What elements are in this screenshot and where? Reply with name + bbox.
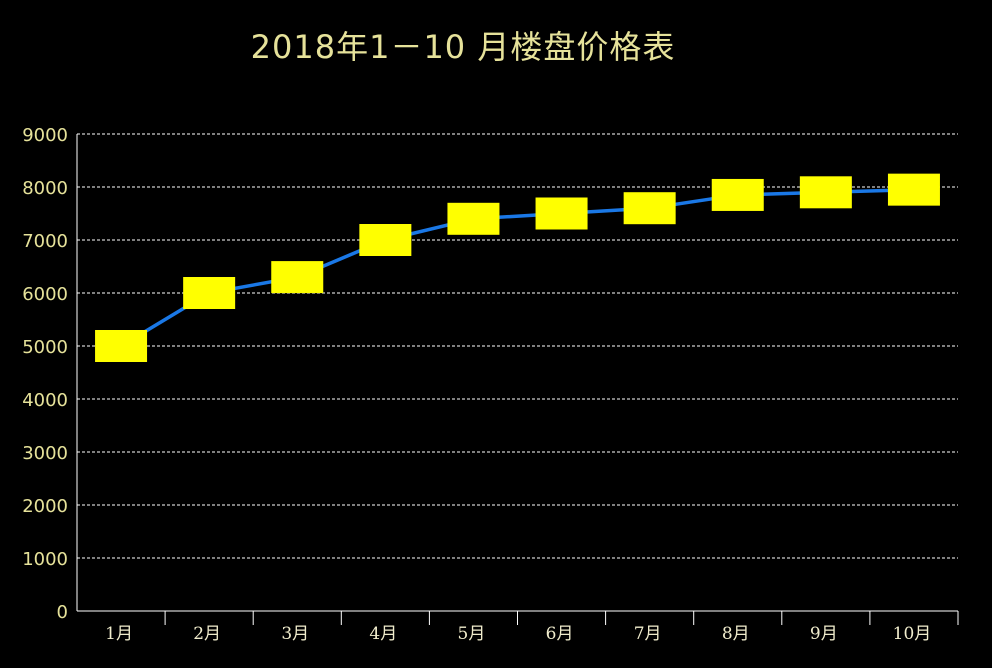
data-point-marker bbox=[359, 224, 412, 256]
y-tick-label: 0 bbox=[57, 602, 68, 623]
data-point-marker bbox=[271, 261, 324, 294]
data-point-marker bbox=[623, 192, 676, 225]
data-point-marker bbox=[887, 173, 940, 206]
x-tick-label: 10月 bbox=[893, 624, 932, 644]
x-tick-label: 8月 bbox=[722, 624, 750, 644]
y-tick-label: 8000 bbox=[22, 178, 68, 199]
y-tick-label: 9000 bbox=[22, 125, 68, 146]
x-tick-label: 9月 bbox=[810, 624, 838, 644]
x-tick-label: 4月 bbox=[369, 624, 397, 644]
x-tick-label: 2月 bbox=[193, 624, 221, 644]
y-tick-label: 6000 bbox=[22, 284, 68, 305]
chart-title: 2018年1－10 月楼盘价格表 bbox=[250, 28, 676, 66]
y-tick-label: 5000 bbox=[22, 337, 68, 358]
x-tick-label: 5月 bbox=[458, 624, 486, 644]
data-point-marker bbox=[535, 197, 588, 230]
data-point-marker bbox=[95, 330, 148, 362]
x-tick-label: 3月 bbox=[281, 624, 309, 644]
x-tick-label: 6月 bbox=[546, 624, 574, 644]
data-point-marker bbox=[447, 202, 500, 235]
y-tick-label: 2000 bbox=[22, 496, 68, 517]
data-point-marker bbox=[183, 277, 236, 309]
y-tick-label: 4000 bbox=[22, 390, 68, 411]
y-tick-label: 3000 bbox=[22, 443, 68, 464]
data-point-marker bbox=[799, 176, 852, 209]
x-tick-label: 1月 bbox=[105, 624, 133, 644]
data-point-marker bbox=[711, 178, 764, 211]
x-tick-label: 7月 bbox=[634, 624, 662, 644]
y-tick-label: 7000 bbox=[22, 231, 68, 252]
y-tick-label: 1000 bbox=[22, 549, 68, 570]
